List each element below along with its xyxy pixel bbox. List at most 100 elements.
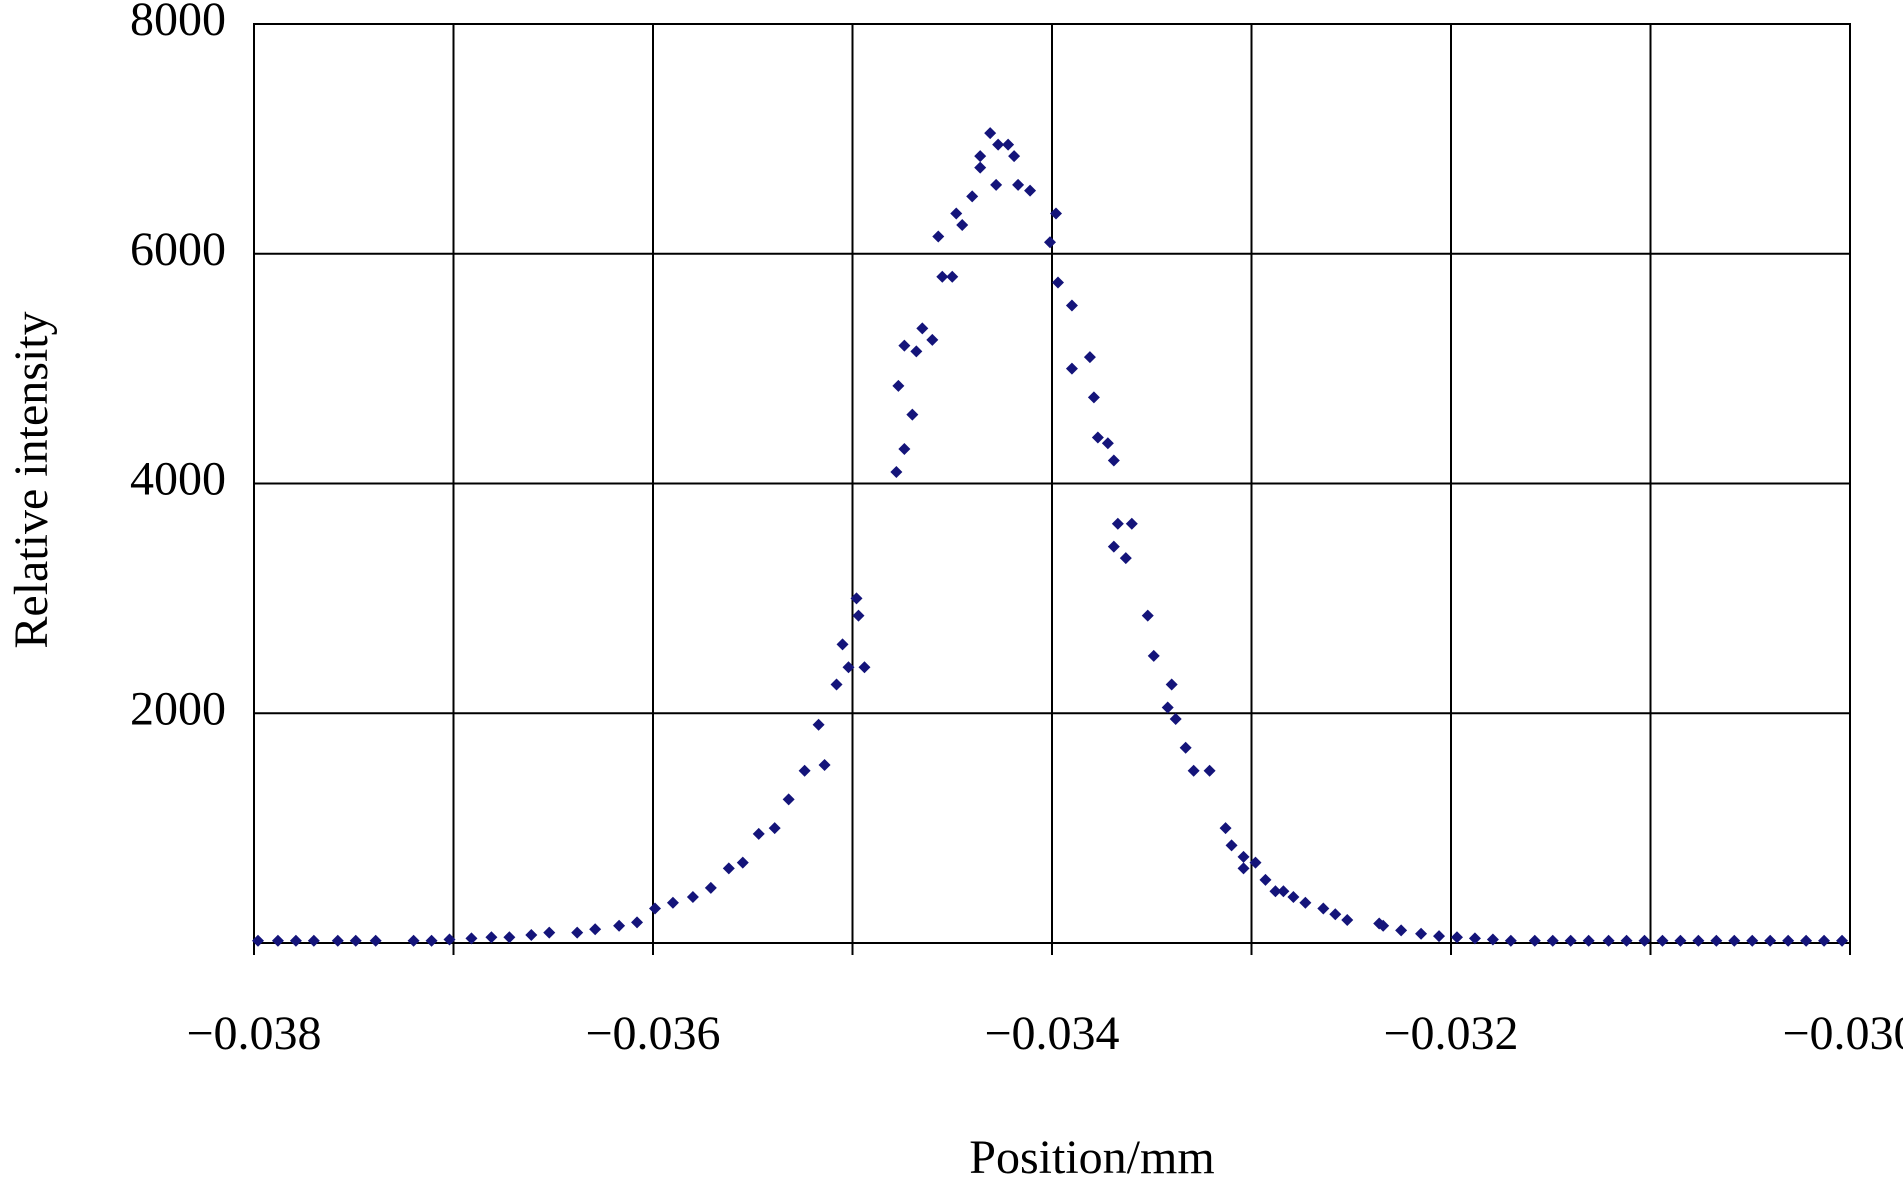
data-point	[1486, 933, 1499, 946]
data-point	[818, 758, 831, 771]
data-point	[1002, 138, 1015, 151]
data-point	[425, 934, 438, 947]
data-point	[906, 408, 919, 421]
data-point	[1107, 540, 1120, 553]
data-point	[1415, 927, 1428, 940]
data-point	[525, 928, 538, 941]
data-point	[966, 190, 979, 203]
data-point	[990, 178, 1003, 191]
data-point	[1674, 934, 1687, 947]
data-point	[722, 862, 735, 875]
data-point	[503, 931, 516, 944]
data-point	[589, 923, 602, 936]
y-tick-label: 2000	[130, 682, 226, 735]
data-point	[1710, 934, 1723, 947]
data-point	[1656, 934, 1669, 947]
data-point	[898, 339, 911, 352]
data-point	[1564, 934, 1577, 947]
data-point	[892, 379, 905, 392]
data-point	[1008, 150, 1021, 163]
data-point	[1237, 850, 1250, 863]
data-point	[752, 827, 765, 840]
data-point	[1065, 362, 1078, 375]
data-point	[898, 443, 911, 456]
data-point	[1468, 932, 1481, 945]
data-point	[1800, 934, 1813, 947]
data-point	[1249, 856, 1262, 869]
data-point	[485, 931, 498, 944]
data-point	[1225, 839, 1238, 852]
data-point	[1049, 207, 1062, 220]
y-tick-label: 8000	[130, 0, 226, 46]
data-point	[1203, 764, 1216, 777]
data-point	[1764, 934, 1777, 947]
data-point	[992, 138, 1005, 151]
data-point	[1187, 764, 1200, 777]
data-point	[1602, 934, 1615, 947]
x-axis-label: Position/mm	[969, 1131, 1214, 1184]
data-point	[1147, 649, 1160, 662]
data-point	[407, 934, 420, 947]
data-point	[271, 934, 284, 947]
data-point	[1728, 934, 1741, 947]
data-point	[1746, 934, 1759, 947]
data-point	[916, 322, 929, 335]
data-point	[910, 345, 923, 358]
data-point	[1395, 924, 1408, 937]
data-point	[686, 891, 699, 904]
data-point	[1083, 351, 1096, 364]
data-point	[812, 718, 825, 731]
data-point	[1329, 908, 1342, 921]
data-point	[1065, 299, 1078, 312]
data-point	[782, 793, 795, 806]
data-point	[1277, 885, 1290, 898]
data-point	[1141, 609, 1154, 622]
data-point	[369, 934, 382, 947]
data-point	[289, 934, 302, 947]
data-point	[1107, 454, 1120, 467]
data-point	[1638, 934, 1651, 947]
x-tick-label: −0.030	[1782, 1007, 1903, 1060]
data-point	[1818, 934, 1831, 947]
data-point	[836, 638, 849, 651]
y-tick-label: 4000	[130, 453, 226, 506]
x-tick-label: −0.036	[585, 1007, 720, 1060]
data-point	[1101, 437, 1114, 450]
data-point	[1044, 236, 1057, 249]
data-point	[1377, 919, 1390, 932]
data-point	[950, 207, 963, 220]
data-point	[926, 333, 939, 346]
data-point	[974, 150, 987, 163]
data-point	[1287, 891, 1300, 904]
data-point	[1528, 934, 1541, 947]
x-tick-label: −0.038	[186, 1007, 321, 1060]
data-point	[1504, 934, 1517, 947]
data-point	[1836, 934, 1849, 947]
data-point	[852, 609, 865, 622]
data-point	[974, 161, 987, 174]
data-point	[1179, 741, 1192, 754]
data-point	[1692, 934, 1705, 947]
data-point	[842, 661, 855, 674]
data-point	[1450, 931, 1463, 944]
data-point	[613, 919, 626, 932]
data-point	[331, 934, 344, 947]
data-point	[858, 661, 871, 674]
data-point	[956, 219, 969, 232]
data-point	[984, 127, 997, 140]
data-point	[1782, 934, 1795, 947]
x-tick-label: −0.034	[984, 1007, 1119, 1060]
data-point	[648, 902, 661, 915]
data-point	[1317, 902, 1330, 915]
x-tick-label: −0.032	[1383, 1007, 1518, 1060]
data-point	[1269, 885, 1282, 898]
data-point	[1341, 914, 1354, 927]
data-point	[1165, 678, 1178, 691]
data-point	[1546, 934, 1559, 947]
data-point	[1111, 517, 1124, 530]
data-point	[1091, 431, 1104, 444]
data-point	[890, 466, 903, 479]
data-point	[307, 934, 320, 947]
